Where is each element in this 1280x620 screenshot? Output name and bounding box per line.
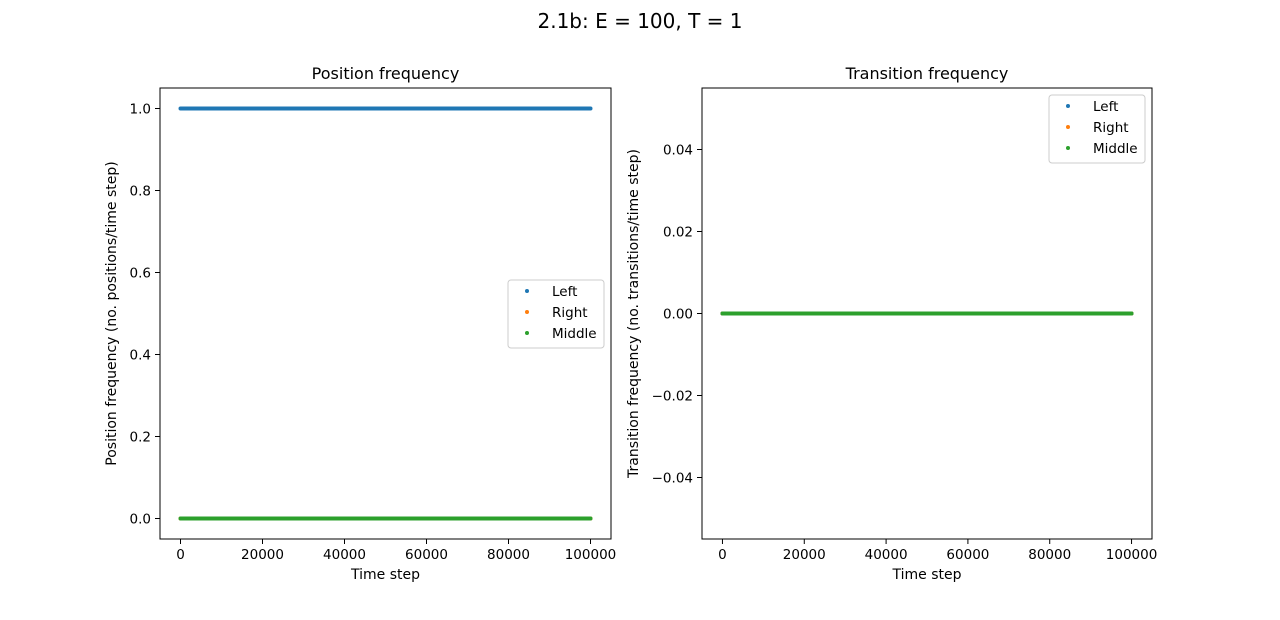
chart1-axes-frame (159, 87, 612, 540)
chart2-legend: Left Right Middle (1048, 94, 1146, 164)
chart2-x-tick-label: 0 (718, 547, 727, 563)
chart1-y-tick-label: 0.2 (130, 430, 151, 446)
chart1-legend-box (507, 279, 605, 349)
chart1-y-tick-label: 0.0 (130, 512, 151, 528)
chart1-legend-label-left: Left (552, 284, 577, 300)
chart1-y-tick-label: 0.8 (130, 184, 151, 200)
chart2-y-axis-label: Transition frequency (no. transitions/ti… (626, 149, 642, 479)
chart2-legend-marker-left (1066, 104, 1070, 108)
chart1-x-tick-label: 100000 (565, 547, 617, 563)
chart1-x-tick-label: 60000 (405, 547, 448, 563)
chart2-y-tick-label: 0.00 (663, 307, 693, 323)
chart2-legend-label-middle: Middle (1093, 141, 1138, 157)
chart1-x-tick-label: 40000 (323, 547, 366, 563)
position-frequency-chart: Position frequency 0 20000 40000 60000 80000 1… (104, 64, 616, 583)
chart1-legend-marker-middle (525, 331, 529, 335)
figure-suptitle: 2.1b: E = 100, T = 1 (537, 9, 742, 33)
chart1-y-tick-label: 0.4 (130, 348, 151, 364)
chart2-y-tick-label: 0.02 (663, 225, 693, 241)
chart1-legend-marker-right (525, 310, 529, 314)
chart1-legend-label-middle: Middle (552, 326, 597, 342)
chart2-x-tick-label: 100000 (1106, 547, 1158, 563)
chart2-legend-marker-right (1066, 125, 1070, 129)
chart2-x-tick-label: 80000 (1028, 547, 1071, 563)
chart1-x-tick-label: 80000 (487, 547, 530, 563)
chart2-legend-box (1048, 94, 1146, 164)
chart2-x-tick-label: 20000 (783, 547, 826, 563)
chart2-x-tick-label: 60000 (946, 547, 989, 563)
transition-frequency-chart: Transition frequency 0 20000 40000 60000 8000… (626, 64, 1157, 583)
chart1-legend: Left Right Middle (507, 279, 605, 349)
chart2-y-tick-label: −0.04 (652, 471, 693, 487)
chart1-y-tick-label: 0.6 (130, 266, 151, 282)
chart2-y-tick-label: −0.02 (652, 389, 693, 405)
chart1-legend-marker-left (525, 289, 529, 293)
chart1-y-axis-label: Position frequency (no. positions/time s… (104, 161, 120, 465)
chart2-legend-label-right: Right (1093, 120, 1129, 136)
chart2-x-axis-label: Time step (892, 567, 962, 583)
chart1-x-axis-label: Time step (350, 567, 420, 583)
chart2-title: Transition frequency (845, 64, 1009, 83)
chart2-legend-marker-middle (1066, 146, 1070, 150)
chart2-y-tick-label: 0.04 (663, 143, 693, 159)
chart1-x-tick-label: 20000 (241, 547, 284, 563)
chart1-legend-label-right: Right (552, 305, 588, 321)
chart2-x-tick-label: 40000 (865, 547, 908, 563)
chart1-title: Position frequency (312, 64, 460, 83)
chart1-series-group (178, 106, 593, 521)
chart2-legend-label-left: Left (1093, 99, 1118, 115)
chart1-y-tick-label: 1.0 (130, 102, 151, 118)
chart1-x-tick-label: 0 (176, 547, 185, 563)
